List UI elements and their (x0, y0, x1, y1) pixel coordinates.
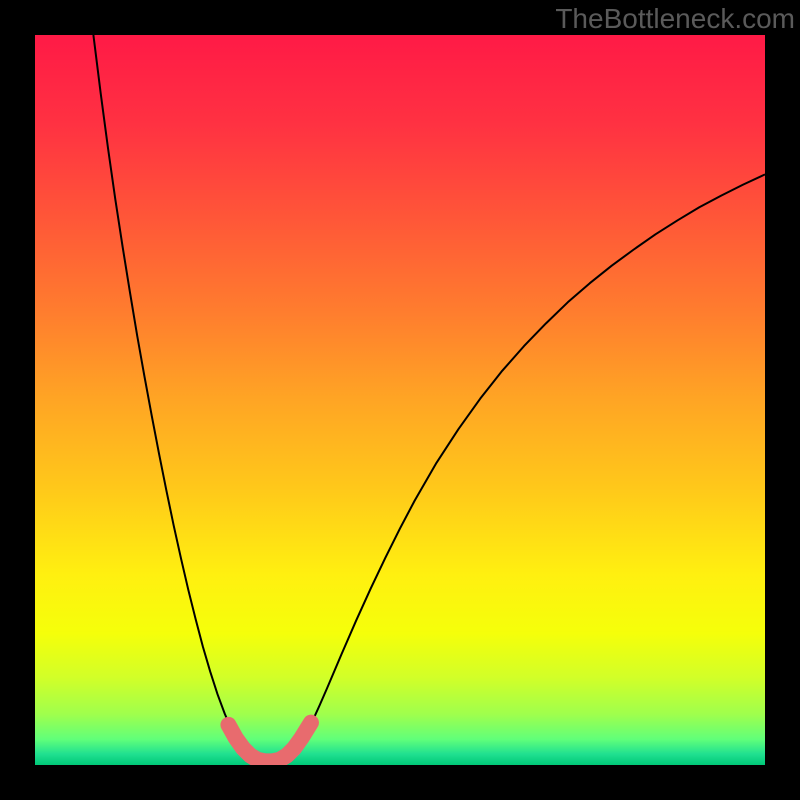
chart-svg (35, 35, 765, 765)
plot-area (35, 35, 765, 765)
gradient-background (35, 35, 765, 765)
watermark-text: TheBottleneck.com (555, 3, 795, 35)
